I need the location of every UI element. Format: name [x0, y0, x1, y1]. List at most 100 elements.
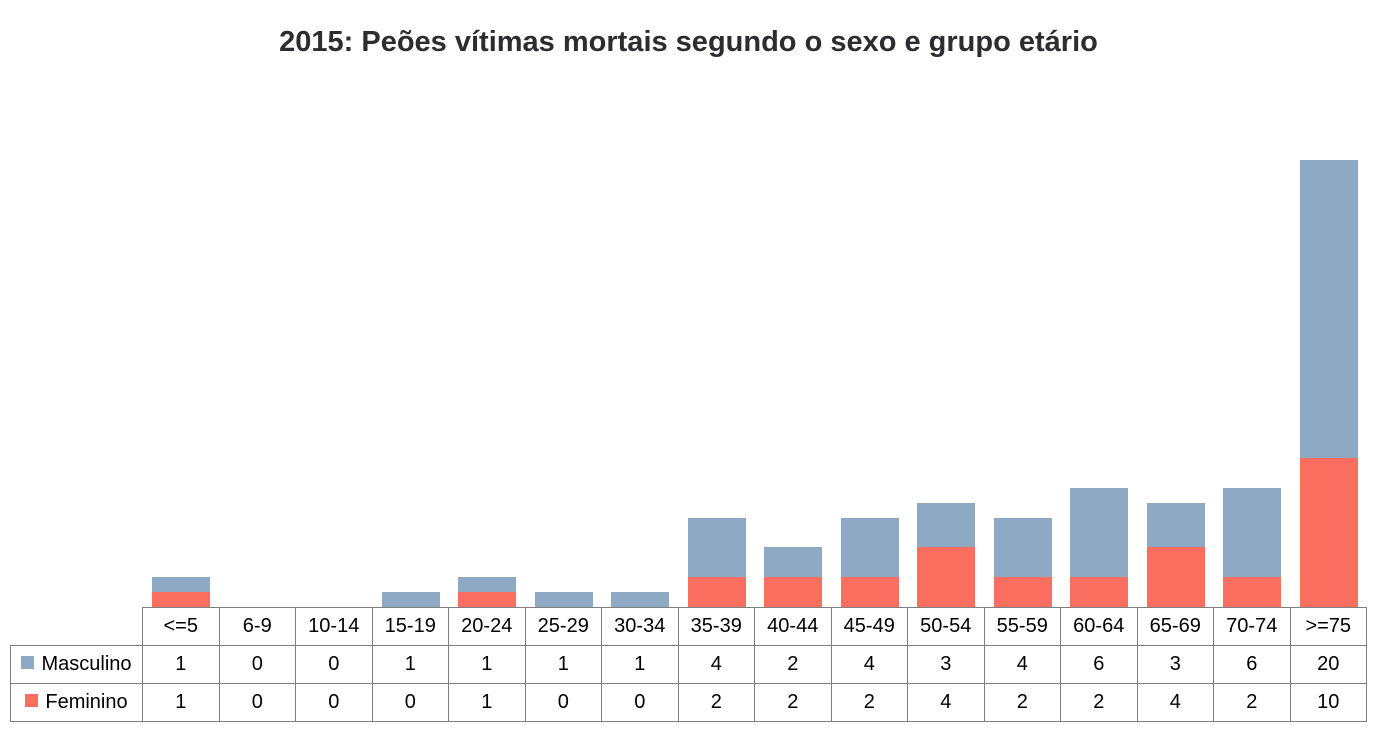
bar-group-60-64	[1061, 59, 1138, 607]
value-cell-feminino-55-59: 2	[983, 683, 1061, 722]
corner-cell	[10, 607, 143, 646]
series-row-feminino: Feminino 1 0 0 0 1 0 0 2 2 2 4 2 2 4 2 10	[10, 683, 1367, 722]
legend-label-feminino: Feminino	[45, 691, 128, 713]
category-header-cell: 35-39	[677, 607, 755, 646]
category-header-cell: 10-14	[295, 607, 373, 646]
category-header-cell: 70-74	[1213, 607, 1291, 646]
legend-swatch-masculino	[21, 656, 35, 670]
value-cell-feminino-6-9: 0	[218, 683, 296, 722]
value-cell-feminino-50-54: 4	[907, 683, 985, 722]
value-cell-feminino-35-39: 2	[677, 683, 755, 722]
bar-masculino-50-54	[917, 502, 976, 548]
category-header-cell: 20-24	[448, 607, 526, 646]
value-cell-masculino-50-54: 3	[907, 645, 985, 684]
bar-group-70-74	[1214, 59, 1291, 607]
value-cell-masculino-6-9: 0	[218, 645, 296, 684]
bar-group-35-39	[679, 59, 756, 607]
category-header-cell: 50-54	[907, 607, 985, 646]
bar-masculino-25-29	[534, 592, 593, 607]
bar-feminino-50-54	[917, 547, 976, 607]
value-cell-masculino->=75: 20	[1289, 645, 1367, 684]
category-header-cell: 60-64	[1060, 607, 1138, 646]
category-header-row: <=5 6-9 10-14 15-19 20-24 25-29 30-34 35-39 40-4…	[10, 607, 1367, 646]
value-cell-feminino-25-29: 0	[524, 683, 602, 722]
bar-feminino->=75	[1299, 458, 1358, 607]
bar-group-<=5	[143, 59, 220, 607]
bar-group-30-34	[602, 59, 679, 607]
bar-group-45-49	[832, 59, 909, 607]
value-cell-masculino-25-29: 1	[524, 645, 602, 684]
legend-cell-feminino: Feminino	[10, 683, 143, 722]
series-row-masculino: Masculino 1 0 0 1 1 1 1 4 2 4 3 4 6 3 6 20	[10, 645, 1367, 684]
bar-feminino-65-69	[1146, 547, 1205, 607]
legend-cell-masculino: Masculino	[10, 645, 143, 684]
value-cell-masculino-30-34: 1	[601, 645, 679, 684]
value-cell-feminino-40-44: 2	[754, 683, 832, 722]
bar-feminino-45-49	[840, 577, 899, 607]
bar-masculino-30-34	[611, 592, 670, 607]
bar-feminino-35-39	[687, 577, 746, 607]
category-header-cell: 65-69	[1136, 607, 1214, 646]
value-cell-masculino-60-64: 6	[1060, 645, 1138, 684]
value-cell-feminino-60-64: 2	[1060, 683, 1138, 722]
category-header-cell: 45-49	[830, 607, 908, 646]
value-cell-masculino-40-44: 2	[754, 645, 832, 684]
bar-group-15-19	[373, 59, 450, 607]
plot-area	[143, 59, 1367, 607]
category-header-cell: <=5	[142, 607, 220, 646]
category-header-cell: 15-19	[371, 607, 449, 646]
bar-masculino-70-74	[1223, 487, 1282, 578]
bar-feminino-70-74	[1223, 577, 1282, 607]
bar-feminino-40-44	[764, 577, 823, 607]
value-cell-feminino-65-69: 4	[1136, 683, 1214, 722]
bar-masculino-<=5	[152, 577, 211, 593]
value-cell-masculino-70-74: 6	[1213, 645, 1291, 684]
legend-label-masculino: Masculino	[41, 653, 132, 675]
value-cell-masculino-<=5: 1	[142, 645, 220, 684]
value-cell-masculino-35-39: 4	[677, 645, 755, 684]
chart-title: 2015: Peões vítimas mortais segundo o se…	[279, 26, 1098, 58]
data-table: <=5 6-9 10-14 15-19 20-24 25-29 30-34 35-39 40-4…	[10, 607, 1367, 722]
value-cell-feminino-<=5: 1	[142, 683, 220, 722]
category-header-cell: 6-9	[218, 607, 296, 646]
bar-group-20-24	[449, 59, 526, 607]
bar-group-10-14	[296, 59, 373, 607]
bar-masculino-15-19	[381, 592, 440, 607]
value-cell-feminino->=75: 10	[1289, 683, 1367, 722]
value-cell-feminino-45-49: 2	[830, 683, 908, 722]
category-header-cell: 30-34	[601, 607, 679, 646]
value-cell-feminino-15-19: 0	[371, 683, 449, 722]
bar-feminino-20-24	[458, 592, 517, 607]
value-cell-masculino-10-14: 0	[295, 645, 373, 684]
legend-swatch-feminino	[25, 694, 39, 708]
value-cell-feminino-10-14: 0	[295, 683, 373, 722]
bar-group-50-54	[908, 59, 985, 607]
category-header-cell: 55-59	[983, 607, 1061, 646]
value-cell-feminino-30-34: 0	[601, 683, 679, 722]
bar-masculino-65-69	[1146, 502, 1205, 548]
bar-group-40-44	[755, 59, 832, 607]
value-cell-masculino-20-24: 1	[448, 645, 526, 684]
bar-masculino-45-49	[840, 517, 899, 578]
category-header-cell: 40-44	[754, 607, 832, 646]
value-cell-feminino-70-74: 2	[1213, 683, 1291, 722]
value-cell-feminino-20-24: 1	[448, 683, 526, 722]
bar-group-55-59	[985, 59, 1062, 607]
category-header-cell: >=75	[1289, 607, 1367, 646]
category-header-cell: 25-29	[524, 607, 602, 646]
bar-masculino->=75	[1299, 160, 1358, 458]
bar-group-65-69	[1138, 59, 1215, 607]
value-cell-masculino-15-19: 1	[371, 645, 449, 684]
bar-feminino-60-64	[1070, 577, 1129, 607]
bar-feminino-<=5	[152, 592, 211, 607]
bar-masculino-40-44	[764, 547, 823, 578]
value-cell-masculino-55-59: 4	[983, 645, 1061, 684]
bar-masculino-55-59	[993, 517, 1052, 578]
value-cell-masculino-65-69: 3	[1136, 645, 1214, 684]
bar-masculino-60-64	[1070, 487, 1129, 578]
bar-masculino-35-39	[687, 517, 746, 578]
bar-group-25-29	[526, 59, 603, 607]
value-cell-masculino-45-49: 4	[830, 645, 908, 684]
bar-feminino-55-59	[993, 577, 1052, 607]
